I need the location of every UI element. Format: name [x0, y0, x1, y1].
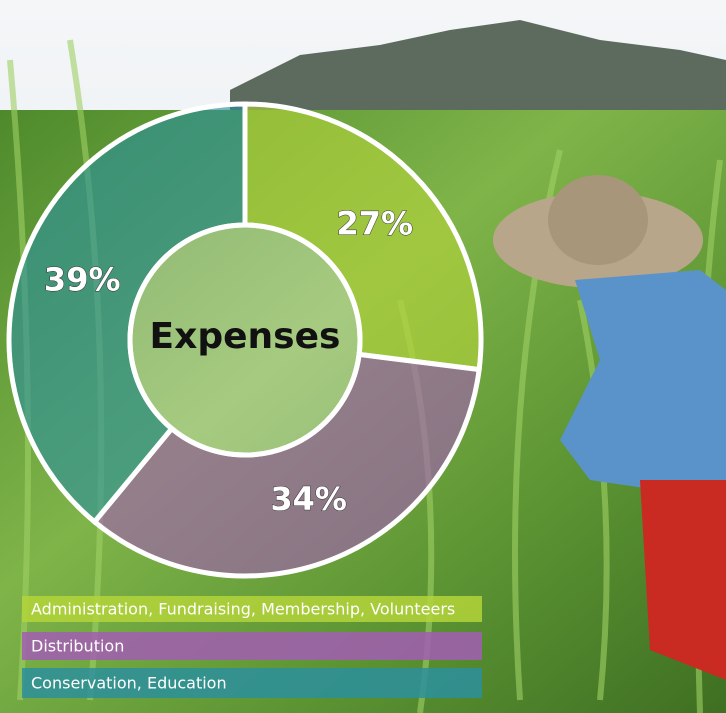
legend-label: Administration, Fundraising, Membership,…: [31, 600, 455, 619]
infographic: 27% 34% 39% Expenses Administration, Fundr…: [0, 0, 726, 713]
legend: Administration, Fundraising, Membership,…: [22, 596, 482, 698]
legend-label: Conservation, Education: [31, 674, 227, 693]
legend-label: Distribution: [31, 637, 124, 656]
value-label: 39%: [44, 260, 121, 298]
center-label: Expenses: [150, 316, 341, 357]
value-label: 27%: [336, 205, 413, 243]
value-label: 34%: [270, 480, 347, 518]
